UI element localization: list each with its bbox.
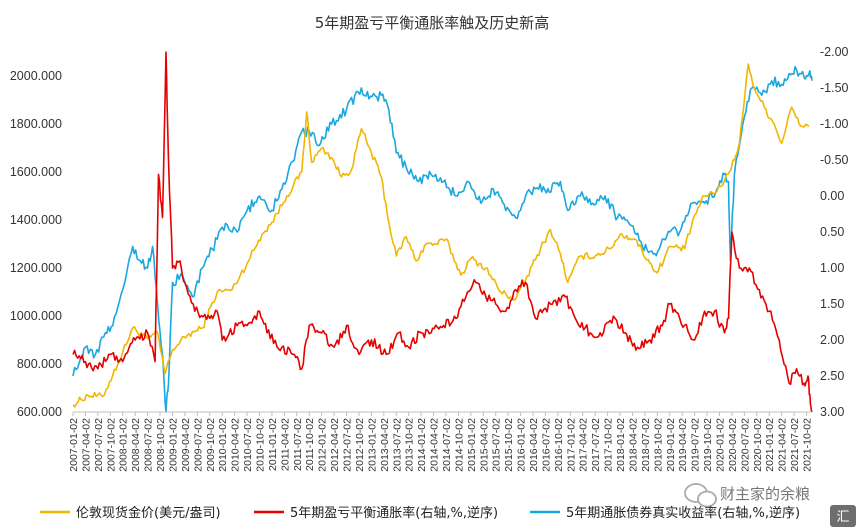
left-tick-label: 1800.000: [10, 117, 62, 131]
left-axis-ticks: 600.000 800.000 1000.000 1200.000 1400.000 16…: [10, 69, 62, 419]
x-tick-label: 2017-01-02: [565, 418, 577, 472]
x-tick-label: 2013-01-02: [366, 418, 378, 472]
x-tick-label: 2012-04-02: [329, 418, 341, 472]
x-tick-label: 2018-01-02: [615, 418, 627, 472]
x-tick-label: 2012-07-02: [342, 418, 354, 472]
right-tick-label: 3.00: [820, 405, 844, 419]
x-tick-label: 2007-04-02: [80, 418, 92, 472]
right-tick-label: -0.50: [820, 153, 849, 167]
x-tick-label: 2009-10-02: [205, 418, 217, 472]
x-tick-label: 2008-01-02: [118, 418, 130, 472]
x-tick-label: 2019-01-02: [665, 418, 677, 472]
x-tick-label: 2019-10-02: [702, 418, 714, 472]
right-tick-label: -2.00: [820, 45, 849, 59]
right-tick-label: 2.00: [820, 333, 844, 347]
right-tick-label: 1.00: [820, 261, 844, 275]
x-tick-label: 2021-01-02: [764, 418, 776, 472]
watermark: 财主家的余粮 汇: [684, 483, 856, 527]
x-tick-label: 2019-04-02: [677, 418, 689, 472]
x-tick-label: 2015-10-02: [503, 418, 515, 472]
right-tick-label: 0.00: [820, 189, 844, 203]
x-tick-label: 2018-10-02: [652, 418, 664, 472]
x-tick-label: 2021-10-02: [802, 418, 814, 472]
right-tick-label: 0.50: [820, 225, 844, 239]
x-tick-label: 2010-10-02: [254, 418, 266, 472]
x-tick-label: 2009-01-02: [167, 418, 179, 472]
right-tick-label: 2.50: [820, 369, 844, 383]
x-tick-label: 2011-07-02: [292, 418, 304, 471]
x-tick-label: 2014-07-02: [441, 418, 453, 472]
series-line-1: [72, 51, 813, 413]
series-line-0: [72, 63, 810, 408]
x-tick-label: 2008-04-02: [130, 418, 142, 472]
x-tick-label: 2016-04-02: [528, 418, 540, 472]
left-tick-label: 800.000: [17, 357, 62, 371]
x-tick-label: 2013-07-02: [391, 418, 403, 472]
x-axis-ticks: 2007-01-02 2007-04-02 2007-07-02 2007-10-02…: [68, 412, 814, 472]
left-tick-label: 1600.000: [10, 165, 62, 179]
x-tick-label: 2016-10-02: [553, 418, 565, 472]
x-tick-label: 2009-04-02: [180, 418, 192, 472]
x-tick-label: 2020-10-02: [752, 418, 764, 472]
x-tick-label: 2011-10-02: [304, 418, 316, 471]
x-tick-label: 2013-10-02: [404, 418, 416, 472]
x-tick-label: 2007-07-02: [93, 418, 105, 472]
watermark-text: 财主家的余粮: [720, 485, 810, 503]
right-axis-ticks: -2.00 -1.50 -1.00 -0.50 0.00 0.50 1.00 1.50 2.00…: [820, 45, 849, 419]
x-tick-label: 2013-04-02: [379, 418, 391, 472]
x-tick-label: 2011-04-02: [279, 418, 291, 471]
watermark-badge: [830, 505, 856, 527]
x-tick-label: 2009-07-02: [192, 418, 204, 472]
left-tick-label: 600.000: [17, 405, 62, 419]
x-tick-label: 2020-01-02: [715, 418, 727, 472]
x-tick-label: 2020-04-02: [727, 418, 739, 472]
left-tick-label: 1400.000: [10, 213, 62, 227]
legend: 伦敦现货金价(美元/盎司) 5年期盈亏平衡通胀率(右轴,%,逆序) 5年期通胀债…: [40, 505, 800, 521]
right-tick-label: 1.50: [820, 297, 844, 311]
x-tick-label: 2020-07-02: [739, 418, 751, 472]
x-tick-label: 2010-07-02: [242, 418, 254, 472]
x-tick-label: 2011-01-02: [267, 418, 279, 471]
x-tick-label: 2015-04-02: [478, 418, 490, 472]
x-tick-label: 2018-04-02: [627, 418, 639, 472]
watermark-badge-text: 汇: [836, 510, 849, 525]
x-tick-label: 2015-01-02: [466, 418, 478, 472]
right-tick-label: -1.00: [820, 117, 849, 131]
x-tick-label: 2019-07-02: [690, 418, 702, 472]
x-tick-label: 2014-01-02: [416, 418, 428, 472]
x-tick-label: 2018-07-02: [640, 418, 652, 472]
series-line-2: [72, 65, 813, 413]
x-tick-label: 2021-04-02: [777, 418, 789, 472]
legend-breakeven: 5年期盈亏平衡通胀率(右轴,%,逆序): [290, 505, 498, 521]
x-tick-label: 2017-10-02: [603, 418, 615, 472]
wechat-icon: [684, 483, 717, 508]
x-tick-label: 2017-07-02: [590, 418, 602, 472]
x-tick-label: 2021-07-02: [789, 418, 801, 472]
x-tick-label: 2007-10-02: [105, 418, 117, 472]
legend-real-yield: 5年期通胀债券真实收益率(右轴,%,逆序): [566, 505, 800, 521]
x-tick-label: 2014-10-02: [453, 418, 465, 472]
left-tick-label: 2000.000: [10, 69, 62, 83]
x-tick-label: 2010-04-02: [230, 418, 242, 472]
x-tick-label: 2016-07-02: [540, 418, 552, 472]
right-tick-label: -1.50: [820, 81, 849, 95]
x-tick-label: 2015-07-02: [491, 418, 503, 472]
x-tick-label: 2012-01-02: [317, 418, 329, 472]
plot-area: [72, 51, 813, 413]
x-tick-label: 2017-04-02: [578, 418, 590, 472]
chart-title: 5年期盈亏平衡通胀率触及历史新高: [315, 14, 550, 32]
x-tick-label: 2008-10-02: [155, 418, 167, 472]
left-tick-label: 1200.000: [10, 261, 62, 275]
left-tick-label: 1000.000: [10, 309, 62, 323]
x-tick-label: 2014-04-02: [429, 418, 441, 472]
x-tick-label: 2010-01-02: [217, 418, 229, 472]
x-tick-label: 2016-01-02: [516, 418, 528, 472]
x-tick-label: 2008-07-02: [143, 418, 155, 472]
x-tick-label: 2012-10-02: [354, 418, 366, 472]
x-tick-label: 2007-01-02: [68, 418, 80, 472]
legend-gold: 伦敦现货金价(美元/盎司): [76, 505, 221, 521]
